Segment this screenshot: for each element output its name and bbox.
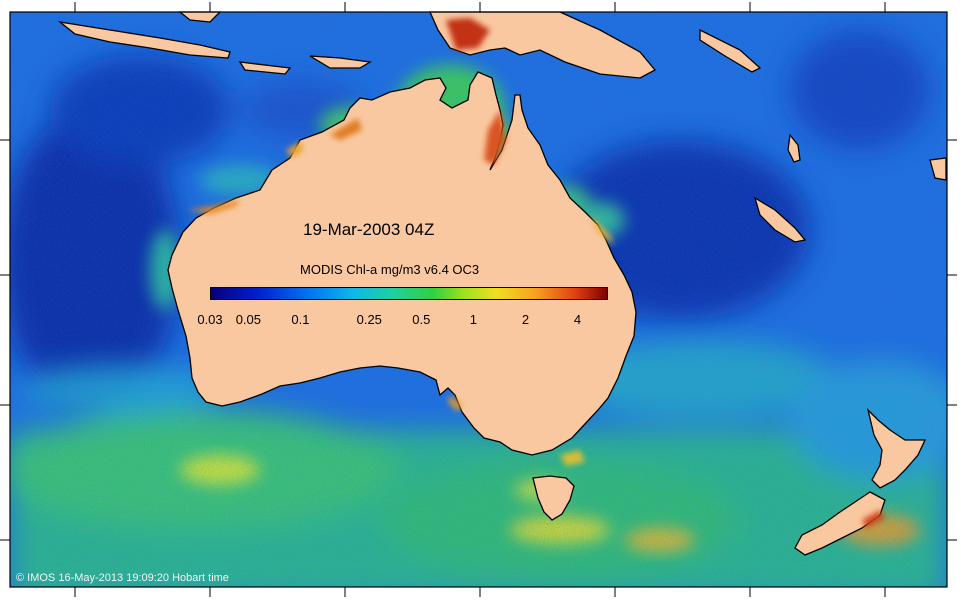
java-island (57, 20, 231, 59)
colorbar-tick-label: 0.25 (356, 312, 382, 327)
colorbar-tick-label: 4 (573, 312, 582, 327)
colorbar-tick-label: 1 (469, 312, 478, 327)
timor-island (309, 55, 372, 69)
solomon-islands (699, 28, 762, 73)
colorbar-tick-label: 0.03 (197, 312, 223, 327)
vanuatu-islands (787, 133, 801, 163)
colorbar (210, 287, 608, 300)
colorbar-title: MODIS Chl-a mg/m3 v6.4 OC3 (300, 262, 480, 277)
nz-north-island (866, 407, 927, 489)
colorbar-tick-label: 2 (521, 312, 530, 327)
australia-landmass (167, 71, 637, 456)
map-frame (0, 2, 957, 597)
fiji-islands (929, 157, 947, 181)
coastal-bloom-layer (188, 18, 885, 528)
colorbar-tick-label: 0.1 (291, 312, 310, 327)
lesser-sunda-island (238, 61, 292, 75)
ocean-layer (10, 12, 947, 587)
new-caledonia-island (753, 196, 807, 243)
date-label: 19-Mar-2003 04Z (303, 220, 435, 239)
colorbar-tick-label: 0.05 (235, 312, 262, 327)
land-layer (57, 11, 947, 556)
colorbar-tick-label: 0.5 (412, 312, 431, 327)
credit-text: © IMOS 16-May-2013 19:09:20 Hobart time (16, 572, 229, 584)
tasmania-landmass (532, 475, 575, 521)
